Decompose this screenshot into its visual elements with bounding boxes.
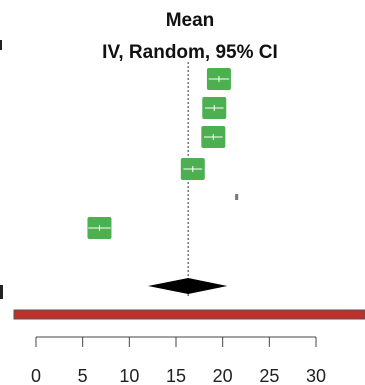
x-tick-label: 25	[259, 366, 279, 385]
bottom-red-bar	[13, 309, 365, 320]
x-tick-label: 20	[213, 366, 233, 385]
left-edge-mark	[0, 285, 3, 299]
x-tick-label: 15	[166, 366, 186, 385]
study-marker-tiny	[235, 194, 239, 200]
x-tick-label: 0	[31, 366, 41, 385]
left-edge-mark	[0, 40, 2, 50]
column-header-mean: Mean	[166, 10, 215, 31]
x-tick-label: 5	[78, 366, 88, 385]
x-tick-label: 10	[119, 366, 139, 385]
column-header-method: IV, Random, 95% CI	[102, 42, 278, 63]
plot-layer: 0 5 10 15 20 25 30	[31, 62, 326, 385]
x-tick-label: 30	[306, 366, 326, 385]
pooled-diamond	[148, 278, 228, 294]
